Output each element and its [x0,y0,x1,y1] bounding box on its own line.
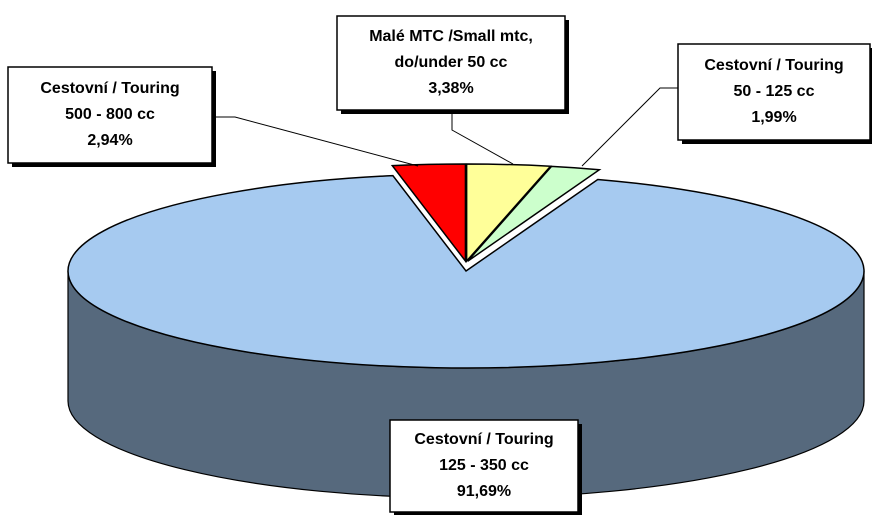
value-label: 2,94% [87,132,132,149]
label-box [336,15,566,111]
leader-line [451,110,514,165]
slice-label: Malé MTC /Small mtc, [369,28,533,45]
value-label: 91,69% [457,483,511,500]
leader-line [212,116,419,167]
label-box [677,43,871,141]
slice-label: 500 - 800 cc [65,106,155,123]
pie-slice [465,163,553,264]
pie-slice [390,163,467,264]
slice-label: Cestovní / Touring [704,57,843,74]
label-box [389,419,579,513]
slice-label: Cestovní / Touring [40,80,179,97]
pie-slice [467,165,602,262]
label-box [7,66,213,164]
slice-label: 50 - 125 cc [734,83,815,100]
slice-label: do/under 50 cc [395,54,508,71]
slice-label: 125 - 350 cc [439,457,529,474]
pie-slice [67,174,865,369]
slice-label: Cestovní / Touring [414,431,553,448]
leader-line [581,87,678,167]
value-label: 1,99% [751,109,796,126]
value-label: 3,38% [428,80,473,97]
